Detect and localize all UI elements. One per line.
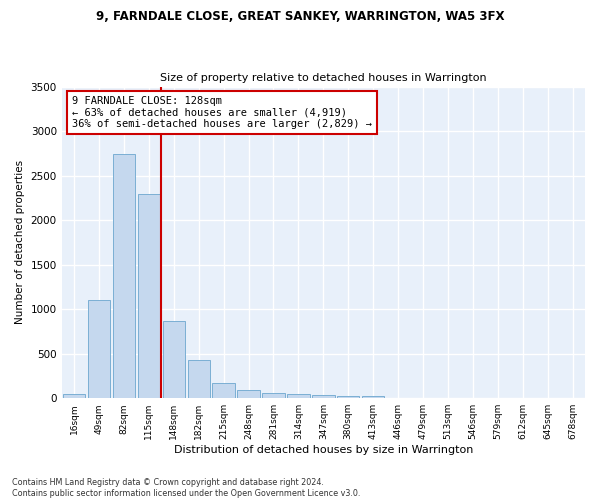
Bar [312,394,335,398]
Bar [362,396,385,398]
Text: 9 FARNDALE CLOSE: 128sqm
← 63% of detached houses are smaller (4,919)
36% of sem: 9 FARNDALE CLOSE: 128sqm ← 63% of detach… [72,96,372,129]
Bar [137,194,160,398]
Text: Contains HM Land Registry data © Crown copyright and database right 2024.
Contai: Contains HM Land Registry data © Crown c… [12,478,361,498]
Title: Size of property relative to detached houses in Warrington: Size of property relative to detached ho… [160,73,487,83]
Text: 9, FARNDALE CLOSE, GREAT SANKEY, WARRINGTON, WA5 3FX: 9, FARNDALE CLOSE, GREAT SANKEY, WARRING… [96,10,504,23]
Bar [337,396,359,398]
X-axis label: Distribution of detached houses by size in Warrington: Distribution of detached houses by size … [173,445,473,455]
Bar [188,360,210,398]
Bar [163,320,185,398]
Bar [238,390,260,398]
Bar [262,393,285,398]
Bar [63,394,85,398]
Bar [287,394,310,398]
Y-axis label: Number of detached properties: Number of detached properties [15,160,25,324]
Bar [212,383,235,398]
Bar [113,154,135,398]
Bar [88,300,110,398]
